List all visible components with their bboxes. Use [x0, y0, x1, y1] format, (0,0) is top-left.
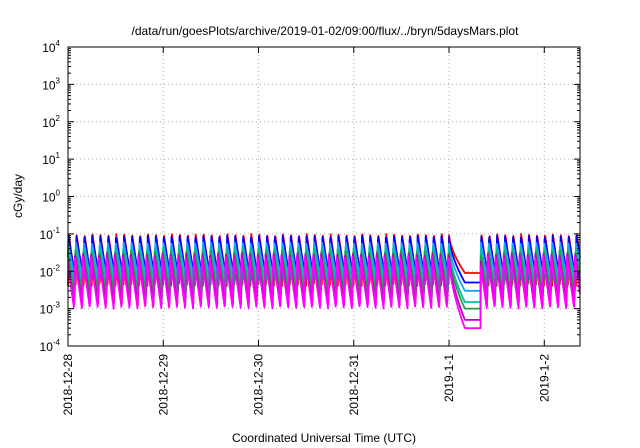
- y-tick-label: 104: [42, 39, 60, 55]
- y-tick-label: 10-2: [40, 263, 61, 279]
- x-axis-ticks: 2018-12-28 2018-12-29 2018-12-30 2018-12-31…: [61, 47, 551, 415]
- series-line: [67, 255, 581, 330]
- y-tick-label: 10-3: [40, 301, 61, 317]
- x-tick-label: 2018-12-29: [156, 354, 170, 416]
- y-axis-label: cGy/day: [11, 174, 25, 218]
- x-tick-label: 2018-12-30: [252, 354, 266, 416]
- x-tick-label: 2019-1-1: [442, 354, 456, 402]
- chart-title: /data/run/goesPlots/archive/2019-01-02/0…: [132, 24, 520, 38]
- x-tick-label: 2018-12-31: [347, 354, 361, 416]
- y-tick-label: 103: [42, 76, 60, 92]
- y-tick-label: 101: [42, 151, 60, 167]
- x-axis-label: Coordinated Universal Time (UTC): [232, 431, 416, 445]
- x-tick-label: 2018-12-28: [61, 354, 75, 416]
- x-tick-label: 2019-1-2: [537, 354, 551, 402]
- y-tick-label: 100: [42, 189, 60, 205]
- data-series: [67, 233, 581, 330]
- y-tick-label: 10-4: [40, 338, 61, 354]
- y-axis-ticks: 10-4 10-3 10-2 10-1 100 101 102 103 104: [40, 39, 580, 354]
- y-tick-label: 102: [42, 114, 60, 130]
- y-tick-label: 10-1: [40, 226, 61, 242]
